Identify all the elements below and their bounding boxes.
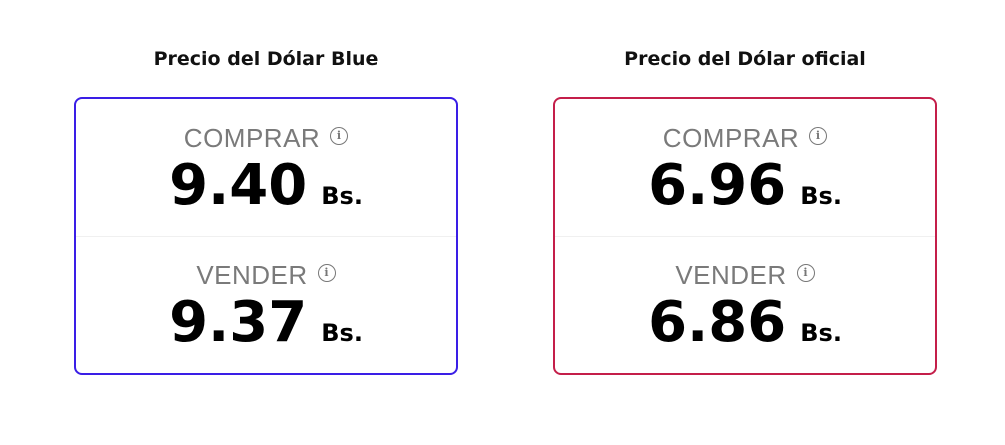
price-box: COMPRAR i 9.40 Bs. VENDER i 9.37 Bs. [74, 97, 458, 375]
info-icon[interactable]: i [317, 264, 336, 282]
price-box: COMPRAR i 6.96 Bs. VENDER i 6.86 Bs. [553, 97, 937, 375]
sell-value: 6.86 [648, 290, 787, 355]
buy-label: COMPRAR [662, 122, 800, 153]
info-icon[interactable]: i [330, 127, 349, 145]
buy-value: 9.40 [169, 153, 308, 218]
sell-section: VENDER i 9.37 Bs. [76, 236, 456, 374]
currency: Bs. [321, 182, 363, 210]
currency: Bs. [800, 182, 842, 210]
sell-label: VENDER [196, 259, 308, 290]
card-title: Precio del Dólar Blue [153, 48, 379, 70]
currency: Bs. [321, 319, 363, 347]
sell-section: VENDER i 6.86 Bs. [555, 236, 935, 374]
sell-value: 9.37 [169, 290, 308, 355]
buy-section: COMPRAR i 9.40 Bs. [76, 99, 456, 236]
info-icon[interactable]: i [809, 127, 828, 145]
sell-label: VENDER [675, 259, 787, 290]
info-icon[interactable]: i [796, 264, 815, 282]
buy-value: 6.96 [648, 153, 787, 218]
card-title: Precio del Dólar oficial [624, 48, 866, 70]
buy-section: COMPRAR i 6.96 Bs. [555, 99, 935, 236]
currency: Bs. [800, 319, 842, 347]
buy-label: COMPRAR [183, 122, 321, 153]
